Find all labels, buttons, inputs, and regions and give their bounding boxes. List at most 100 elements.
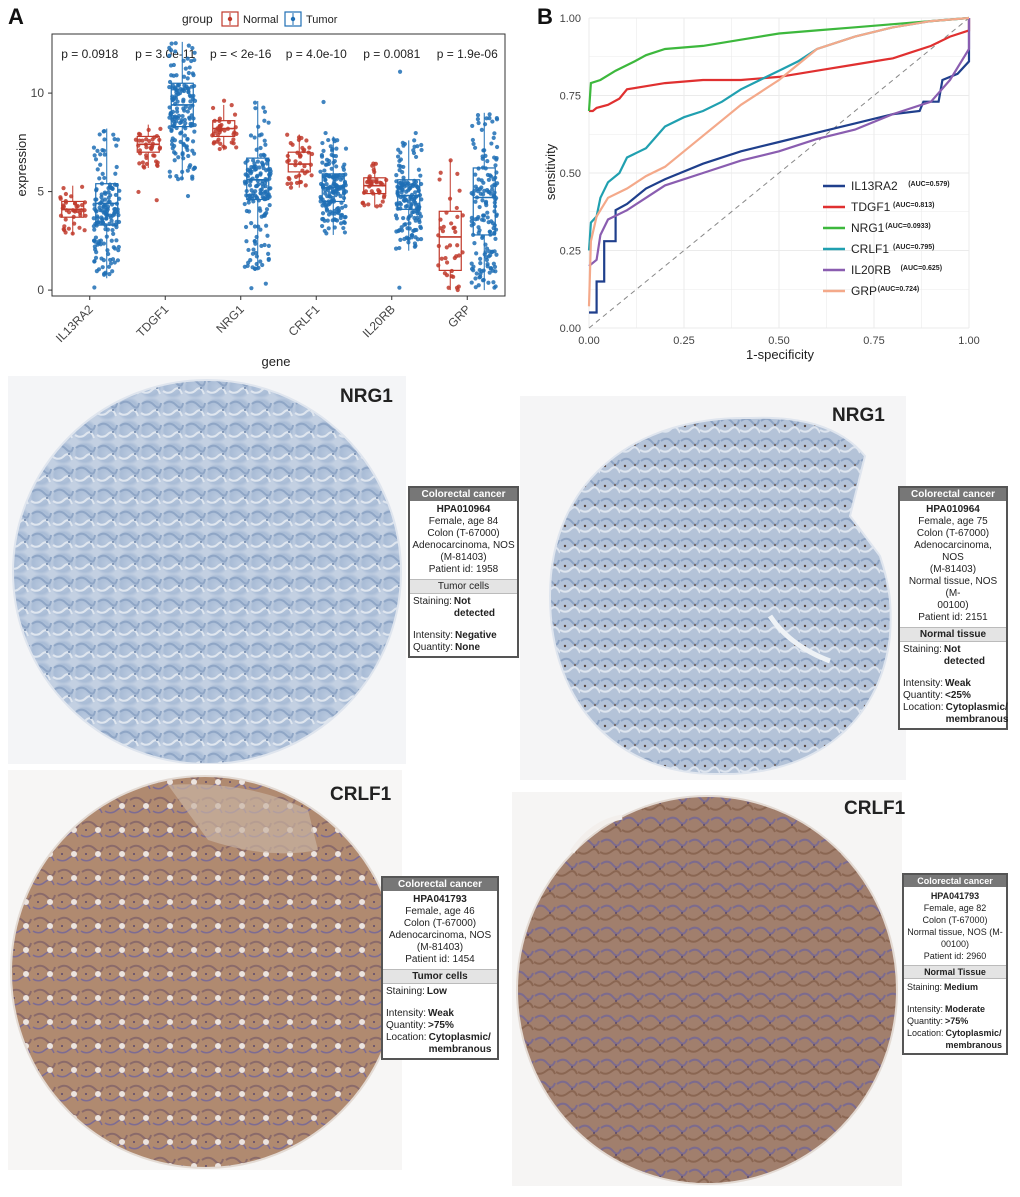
- jitter-point: [490, 187, 495, 192]
- card-d-key: Intensity:: [903, 678, 944, 689]
- jitter-point: [257, 206, 262, 211]
- legend-title: group: [182, 12, 213, 26]
- jitter-point: [322, 218, 327, 223]
- jitter-point: [268, 169, 273, 174]
- jitter-point: [104, 211, 109, 216]
- y-tick-label: 5: [37, 185, 44, 199]
- jitter-point: [140, 138, 145, 143]
- jitter-point: [334, 146, 339, 151]
- jitter-point: [137, 138, 142, 143]
- card-e-section: Tumor cells: [383, 969, 497, 984]
- jitter-point: [231, 137, 236, 142]
- jitter-point: [493, 163, 498, 168]
- jitter-point: [491, 261, 496, 266]
- jitter-point: [470, 137, 475, 143]
- card-d-value: Weak: [945, 678, 971, 689]
- jitter-point: [331, 183, 336, 188]
- jitter-point: [234, 145, 239, 150]
- jitter-point: [438, 170, 443, 175]
- roc-x-tick-label: 1.00: [958, 335, 979, 347]
- jitter-point: [318, 194, 323, 200]
- jitter-point: [246, 200, 251, 205]
- jitter-point: [97, 132, 102, 137]
- card-f-key: Staining:: [907, 982, 943, 992]
- roc-y-axis-label: sensitivity: [543, 143, 558, 200]
- jitter-point: [105, 248, 110, 253]
- jitter-point: [485, 215, 490, 220]
- jitter-point: [105, 204, 111, 209]
- jitter-point: [140, 160, 145, 165]
- info-card-c: Colorectal cancer HPA010964 Female, age …: [408, 486, 519, 658]
- jitter-point: [398, 164, 403, 169]
- card-c-key: Quantity:: [413, 642, 454, 653]
- card-d-line: Female, age 75: [918, 516, 988, 527]
- jitter-point: [137, 161, 142, 166]
- jitter-point: [217, 146, 222, 152]
- jitter-point: [174, 109, 180, 114]
- jitter-point: [415, 211, 420, 216]
- info-card-e: Colorectal cancer HPA041793 Female, age …: [381, 876, 499, 1060]
- jitter-point: [396, 147, 401, 152]
- jitter-point: [264, 207, 270, 212]
- jitter-point: [474, 251, 479, 256]
- jitter-point: [443, 256, 448, 261]
- card-e-line: Patient id: 1454: [405, 954, 475, 965]
- jitter-point: [288, 185, 294, 190]
- jitter-point: [413, 179, 419, 185]
- tissue-image-d: [520, 396, 906, 780]
- jitter-point: [455, 171, 460, 176]
- jitter-point: [394, 216, 399, 221]
- jitter-point: [113, 171, 118, 176]
- card-e-line: Adenocarcinoma, NOS: [388, 930, 492, 941]
- jitter-point: [486, 177, 491, 182]
- jitter-point: [252, 100, 258, 105]
- box: [287, 151, 311, 173]
- jitter-point: [413, 243, 418, 248]
- jitter-point: [247, 183, 253, 188]
- jitter-point: [264, 223, 269, 228]
- jitter-point: [262, 242, 267, 248]
- roc-y-tick-label: 0.50: [560, 168, 581, 180]
- jitter-point: [377, 180, 383, 185]
- card-e-value: Cytoplasmic/ membranous: [428, 1032, 492, 1055]
- jitter-point: [229, 140, 234, 145]
- jitter-point: [485, 264, 490, 269]
- jitter-point: [494, 252, 499, 257]
- jitter-point: [411, 148, 416, 153]
- jitter-point: [328, 194, 333, 199]
- jitter-point: [262, 191, 267, 196]
- jitter-point: [264, 168, 269, 173]
- jitter-point: [475, 189, 481, 194]
- roc-legend-auc: (AUC=0.795): [893, 244, 934, 251]
- jitter-point: [469, 280, 474, 285]
- card-e-value: Weak: [428, 1008, 454, 1019]
- card-f-value: >75%: [945, 1016, 969, 1026]
- jitter-point: [474, 271, 479, 276]
- jitter-point: [167, 53, 172, 58]
- jitter-point: [476, 230, 481, 235]
- jitter-point: [102, 152, 107, 157]
- jitter-point: [78, 213, 83, 218]
- jitter-point: [318, 169, 323, 174]
- jitter-point: [473, 184, 478, 189]
- card-d-line: Adenocarcinoma, NOS: [914, 540, 992, 563]
- jitter-point: [249, 188, 254, 193]
- jitter-point: [488, 252, 493, 258]
- jitter-point: [109, 218, 114, 223]
- jitter-point: [327, 191, 332, 196]
- jitter-point: [167, 169, 172, 174]
- roc-legend-label: CRLF1: [851, 242, 889, 256]
- jitter-point: [111, 132, 116, 137]
- jitter-point: [182, 108, 187, 113]
- jitter-point: [263, 281, 268, 286]
- y-axis-label: expression: [14, 134, 29, 197]
- jitter-point: [476, 214, 481, 220]
- jitter-point: [258, 153, 263, 158]
- card-d-line: (M-81403): [929, 564, 977, 575]
- jitter-point: [221, 98, 227, 103]
- jitter-point: [444, 260, 450, 265]
- card-c-value: Not detected: [453, 596, 496, 619]
- jitter-point: [307, 145, 312, 150]
- card-e-value: Low: [426, 986, 447, 997]
- jitter-point: [255, 159, 261, 164]
